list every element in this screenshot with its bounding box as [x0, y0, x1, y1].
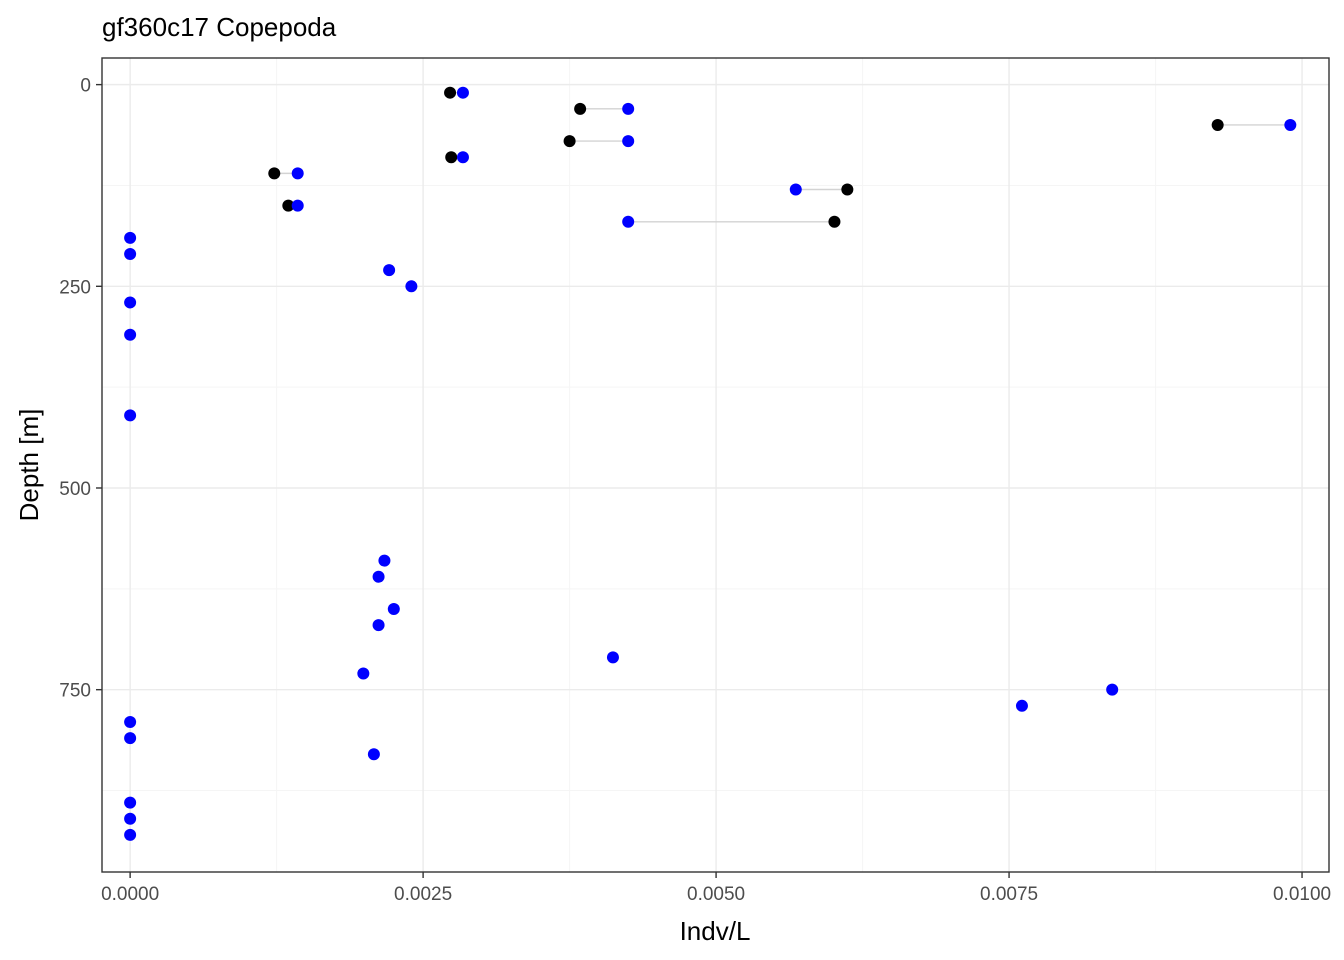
chart-title: gf360c17 Copepoda: [102, 12, 337, 42]
point-series-b: [383, 264, 396, 277]
point-series-b: [387, 603, 400, 616]
x-tick-label: 0.0100: [1273, 884, 1331, 905]
x-axis-title: Indv/L: [680, 916, 751, 946]
point-series-b: [622, 135, 635, 148]
point-series-a: [282, 199, 295, 212]
point-series-b: [124, 796, 137, 809]
grid: [102, 58, 1329, 872]
point-series-a: [574, 102, 587, 115]
point-series-b: [367, 748, 380, 761]
axis-ticks: 0.0000 0.0025 0.0050 0.0075 0.0100 0 250 500 750: [59, 76, 1331, 905]
x-tick-label: 0.0025: [394, 884, 452, 905]
x-tick-label: 0.0050: [687, 884, 745, 905]
point-series-b: [124, 715, 137, 728]
point-series-b: [124, 296, 137, 309]
point-series-a: [268, 167, 281, 180]
point-series-b: [124, 231, 137, 244]
x-tick-label: 0.0000: [101, 884, 159, 905]
data-points: [124, 86, 1297, 841]
x-tick-label: 0.0075: [980, 884, 1038, 905]
point-series-a: [445, 151, 458, 164]
point-series-b: [456, 86, 469, 99]
y-axis-title: Depth [m]: [14, 409, 44, 522]
point-series-b: [789, 183, 802, 196]
point-series-b: [1015, 699, 1028, 712]
point-series-a: [1211, 118, 1224, 131]
point-series-a: [841, 183, 854, 196]
point-series-a: [444, 86, 457, 99]
y-tick-label: 250: [59, 277, 91, 298]
point-series-b: [124, 248, 137, 261]
point-series-b: [124, 732, 137, 745]
point-series-a: [563, 135, 576, 148]
point-series-b: [622, 215, 635, 228]
point-series-b: [1284, 118, 1297, 131]
point-series-b: [124, 812, 137, 825]
point-series-b: [291, 199, 304, 212]
point-series-b: [124, 409, 137, 422]
point-series-b: [606, 651, 619, 664]
point-series-b: [124, 828, 137, 841]
point-series-b: [291, 167, 304, 180]
point-series-b: [378, 554, 391, 567]
y-tick-label: 500: [59, 479, 91, 500]
connector-lines: [274, 91, 1291, 223]
y-tick-label: 0: [80, 76, 91, 97]
point-series-b: [1106, 683, 1119, 696]
point-series-a: [828, 215, 841, 228]
point-series-b: [622, 102, 635, 115]
point-series-b: [372, 570, 385, 583]
point-series-b: [124, 328, 137, 341]
point-series-b: [372, 619, 385, 632]
y-tick-label: 750: [59, 681, 91, 702]
point-series-b: [357, 667, 370, 680]
point-series-b: [456, 151, 469, 164]
point-series-b: [405, 280, 418, 293]
